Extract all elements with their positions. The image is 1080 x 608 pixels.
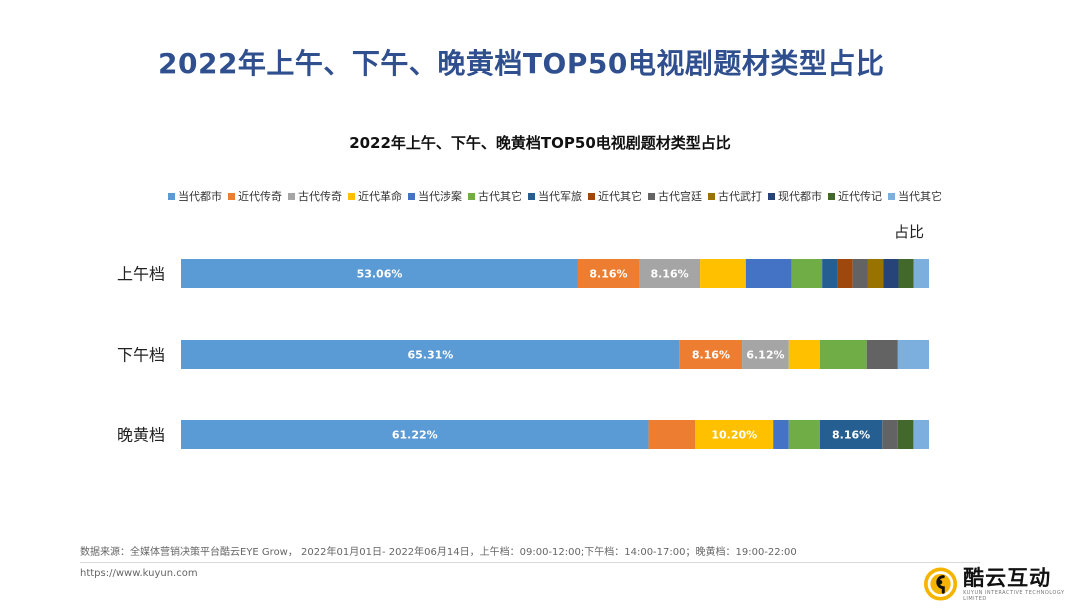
legend-item: 近代其它	[588, 188, 642, 204]
bar-segment	[745, 259, 792, 288]
data-label: 10.20%	[711, 429, 757, 442]
bar-segment	[742, 340, 789, 369]
bar-segment	[883, 259, 899, 288]
category-label: 上午档	[117, 265, 165, 284]
legend-label: 古代武打	[718, 190, 762, 203]
page-title: 2022年上午、下午、晚黄档TOP50电视剧题材类型占比	[158, 47, 885, 80]
bar-segment	[819, 420, 883, 449]
legend-label: 现代都市	[778, 190, 822, 203]
category-label: 晚黄档	[117, 426, 165, 445]
bar-segment	[648, 420, 696, 449]
legend-swatch	[888, 192, 895, 200]
bar-segment	[791, 259, 823, 288]
legend-item: 近代传记	[828, 188, 882, 204]
legend-item: 古代其它	[468, 188, 522, 204]
legend-swatch	[288, 192, 295, 200]
legend-item: 当代军旅	[528, 188, 582, 204]
legend-swatch	[348, 192, 355, 200]
legend-label: 近代革命	[358, 190, 402, 203]
legend-swatch	[408, 192, 415, 200]
bar-segment	[897, 340, 929, 369]
legend-item: 古代武打	[708, 188, 762, 204]
legend-swatch	[468, 192, 475, 200]
legend-label: 古代其它	[478, 190, 522, 203]
bar-segment	[913, 420, 929, 449]
legend-swatch	[588, 192, 595, 200]
data-label: 8.16%	[832, 429, 870, 442]
legend-swatch	[828, 192, 835, 200]
bar-segment	[819, 340, 867, 369]
company-logo: 酷云互动 KUYUN INTERACTIVE TECHNOLOGY LIMITE…	[924, 566, 1080, 602]
legend-swatch	[528, 192, 535, 200]
legend-item: 当代都市	[168, 188, 222, 204]
chart-title: 2022年上午、下午、晚黄档TOP50电视剧题材类型占比	[349, 134, 731, 152]
legend-label: 近代传奇	[238, 190, 282, 203]
legend-item: 当代涉案	[408, 188, 462, 204]
legend-label: 当代涉案	[418, 190, 462, 203]
bar-segment	[897, 420, 914, 449]
legend-item: 近代革命	[348, 188, 402, 204]
category-label: 下午档	[117, 346, 165, 365]
footer-divider	[80, 562, 980, 563]
data-label: 8.16%	[650, 268, 688, 281]
source-note: 数据来源：全媒体营销决策平台酷云EYE Grow， 2022年01月01日- 2…	[80, 547, 797, 558]
bar-segment	[700, 259, 746, 288]
bar-segment	[822, 259, 838, 288]
legend-item: 当代其它	[888, 188, 942, 204]
legend-label: 古代传奇	[298, 190, 342, 203]
bar-segment	[866, 340, 898, 369]
bar-segment	[577, 259, 640, 288]
legend-swatch	[228, 192, 235, 200]
x-axis-title: 占比	[894, 223, 925, 241]
legend-swatch	[648, 192, 655, 200]
legend-label: 近代传记	[838, 190, 882, 203]
legend-swatch	[768, 192, 775, 200]
data-label: 53.06%	[357, 268, 403, 281]
kuyun-logo-icon	[924, 567, 958, 601]
bar-segment	[898, 259, 914, 288]
legend-swatch	[708, 192, 715, 200]
legend-label: 古代宫廷	[658, 190, 702, 203]
bar-segment	[181, 420, 649, 449]
legend-item: 古代传奇	[288, 188, 342, 204]
bar-segment	[773, 420, 789, 449]
legend-item: 现代都市	[768, 188, 822, 204]
logo-subtitle: KUYUN INTERACTIVE TECHNOLOGY LIMITED	[963, 590, 1065, 602]
bar-segment	[788, 340, 820, 369]
bar-segment	[695, 420, 774, 449]
legend-label: 近代其它	[598, 190, 642, 203]
bar-segment	[181, 259, 578, 288]
bar-segment	[852, 259, 868, 288]
legend-label: 当代都市	[178, 190, 222, 203]
legend-label: 当代其它	[898, 190, 942, 203]
bar-segment	[867, 259, 884, 288]
data-label: 8.16%	[589, 268, 627, 281]
legend-swatch	[168, 192, 175, 200]
bar-segment	[639, 259, 701, 288]
bar-segment	[181, 340, 680, 369]
bar-segment	[913, 259, 929, 288]
data-label: 6.12%	[746, 349, 784, 362]
bar-segment	[837, 259, 853, 288]
data-label: 61.22%	[392, 429, 438, 442]
legend-item: 古代宫廷	[648, 188, 702, 204]
legend-item: 近代传奇	[228, 188, 282, 204]
chart-legend: 当代都市 近代传奇 古代传奇 近代革命 当代涉案 古代其它 当代军旅 近代其它 古代宫廷 古代武打…	[168, 188, 942, 204]
bar-segment	[882, 420, 898, 449]
website-url: https://www.kuyun.com	[80, 568, 198, 579]
bar-segment	[679, 340, 743, 369]
data-label: 8.16%	[692, 349, 730, 362]
bar-segment	[788, 420, 820, 449]
legend-label: 当代军旅	[538, 190, 582, 203]
logo-name: 酷云互动	[963, 566, 1052, 590]
data-label: 65.31%	[407, 349, 453, 362]
